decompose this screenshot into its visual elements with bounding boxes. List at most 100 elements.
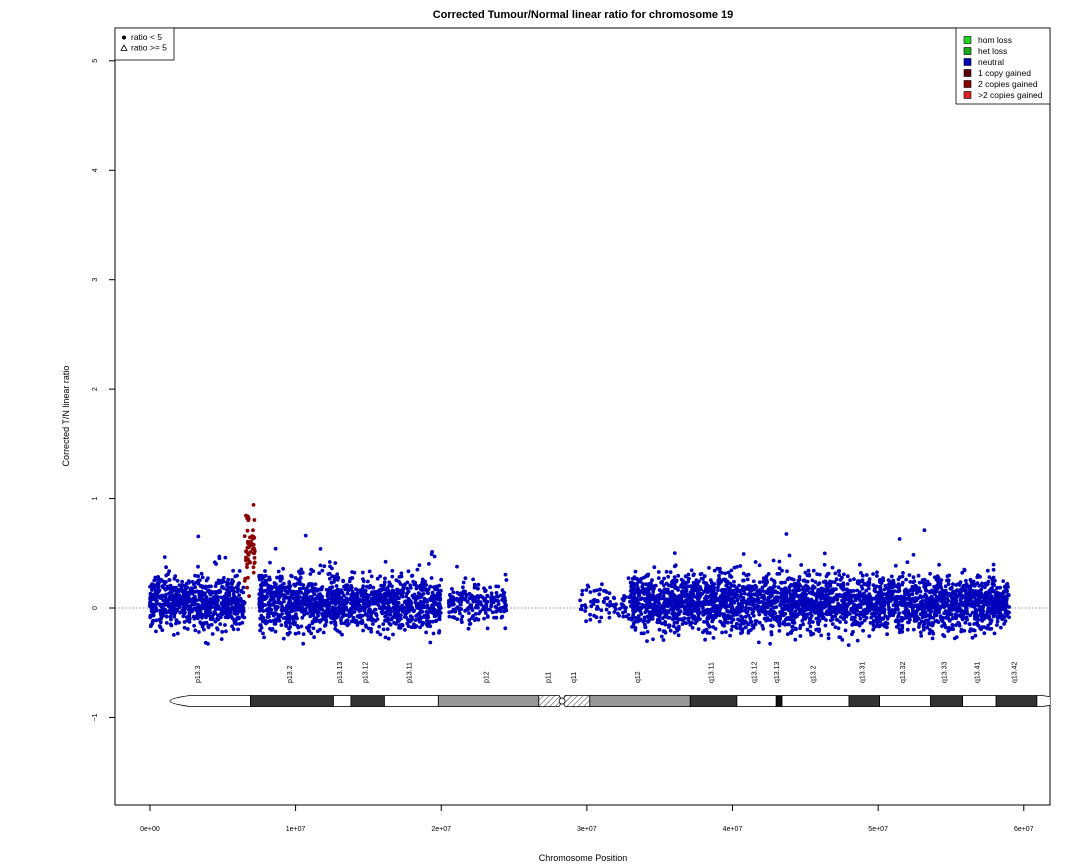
data-point (177, 583, 182, 588)
data-point (218, 622, 223, 626)
data-point (208, 592, 213, 597)
data-point (231, 599, 235, 604)
data-point (230, 605, 235, 610)
data-point (168, 597, 173, 602)
data-point (466, 626, 471, 631)
data-point (230, 578, 235, 582)
data-point (653, 583, 658, 588)
data-point (739, 631, 743, 636)
data-point (851, 629, 855, 634)
data-point (597, 592, 602, 597)
data-point (630, 625, 634, 629)
data-point (372, 590, 377, 595)
ideogram-band (538, 695, 563, 707)
data-point (290, 574, 294, 579)
data-point (661, 594, 666, 598)
data-point (447, 598, 451, 603)
ideogram-band-label: p13.3 (195, 665, 202, 683)
data-point (378, 632, 383, 637)
data-point (372, 601, 376, 606)
data-point (657, 588, 662, 592)
data-point (905, 560, 910, 565)
data-point (348, 613, 353, 618)
data-point (298, 575, 303, 580)
data-point (748, 616, 753, 621)
data-point (295, 595, 299, 599)
data-point (819, 613, 823, 618)
data-point (373, 607, 378, 612)
data-point (789, 608, 794, 613)
data-point (650, 609, 655, 614)
data-point (835, 617, 839, 622)
data-point (774, 595, 778, 599)
data-point (786, 603, 791, 607)
ideogram-band (333, 695, 352, 707)
data-point (744, 599, 748, 603)
data-point (612, 596, 617, 601)
data-point (225, 588, 229, 592)
data-point (698, 586, 702, 590)
data-point (219, 595, 224, 600)
data-point (406, 569, 411, 574)
data-point (789, 593, 793, 598)
data-point (647, 597, 651, 602)
data-point (845, 610, 850, 615)
data-point (282, 581, 286, 586)
data-point (768, 609, 773, 613)
data-point (189, 589, 194, 594)
data-point (174, 592, 179, 596)
data-point (744, 625, 748, 630)
data-point (427, 621, 431, 626)
data-point (419, 585, 423, 590)
data-point (272, 622, 277, 626)
data-point (711, 636, 716, 640)
data-point (425, 590, 430, 595)
data-point (273, 629, 278, 634)
data-point (288, 589, 292, 593)
data-point (356, 614, 361, 619)
data-point (504, 578, 509, 582)
data-point (364, 612, 368, 617)
data-point (738, 603, 743, 608)
data-point (771, 558, 776, 563)
data-point (237, 569, 242, 573)
data-point (361, 601, 366, 606)
data-point (335, 572, 340, 577)
data-point (226, 582, 231, 587)
data-point (202, 627, 206, 632)
data-point (395, 591, 399, 596)
data-point (419, 601, 424, 605)
data-point (852, 577, 856, 581)
data-point (397, 625, 401, 630)
ideogram-band-label: q13.32 (900, 662, 907, 684)
data-point (306, 601, 311, 606)
data-point (361, 628, 365, 633)
data-point (784, 532, 789, 536)
data-point (392, 607, 397, 612)
data-point (828, 600, 832, 605)
data-point (216, 617, 221, 622)
data-point (196, 602, 200, 607)
data-point (631, 613, 635, 618)
data-point (236, 606, 241, 611)
data-point (155, 587, 159, 592)
data-point (282, 597, 286, 601)
data-point (826, 632, 831, 637)
data-point (662, 576, 666, 581)
data-point (397, 596, 401, 601)
data-point (421, 620, 425, 625)
data-point (477, 611, 481, 616)
data-point (584, 619, 588, 624)
ideogram-band-label: p13.12 (363, 662, 370, 684)
data-point (408, 619, 412, 624)
data-point (405, 586, 409, 591)
data-point (463, 597, 468, 601)
data-point (414, 597, 419, 601)
data-point (160, 603, 165, 607)
data-point (624, 614, 629, 619)
data-point (347, 610, 352, 615)
data-point (227, 593, 232, 598)
data-point (645, 639, 649, 643)
data-point (751, 623, 756, 628)
data-point (746, 584, 751, 589)
